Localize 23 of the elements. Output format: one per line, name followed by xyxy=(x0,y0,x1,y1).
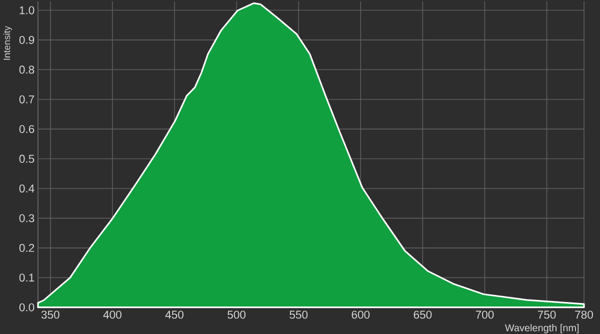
y-tick-label: 0.8 xyxy=(19,66,34,74)
y-tick-label: 0.2 xyxy=(19,244,34,252)
y-tick-label: 0.9 xyxy=(19,36,34,44)
x-tick-label: 650 xyxy=(414,310,432,319)
x-tick-label: 600 xyxy=(352,310,370,319)
y-tick-label: 0.3 xyxy=(19,214,34,222)
x-tick-label: 700 xyxy=(476,310,494,319)
y-tick-label: 0.7 xyxy=(19,95,34,104)
y-tick-label: 0.4 xyxy=(19,184,34,192)
x-tick-label: 450 xyxy=(165,310,184,319)
x-tick-label: 400 xyxy=(103,310,122,319)
y-axis-title: Intensity xyxy=(3,26,12,60)
x-tick-label: 550 xyxy=(290,310,308,319)
y-tick-label: 0.6 xyxy=(19,125,34,134)
y-tick-label: 0.1 xyxy=(19,274,34,282)
y-tick-label: 0.0 xyxy=(19,303,34,312)
x-tick-label: 750 xyxy=(538,310,556,319)
y-tick-label: 1.0 xyxy=(20,6,34,14)
x-tick-label: 780 xyxy=(575,310,593,319)
x-tick-label: 350 xyxy=(41,310,60,319)
x-axis-title: Wavelength [nm] xyxy=(504,324,579,334)
y-tick-label: 0.5 xyxy=(19,154,34,163)
x-tick-label: 500 xyxy=(228,310,246,319)
